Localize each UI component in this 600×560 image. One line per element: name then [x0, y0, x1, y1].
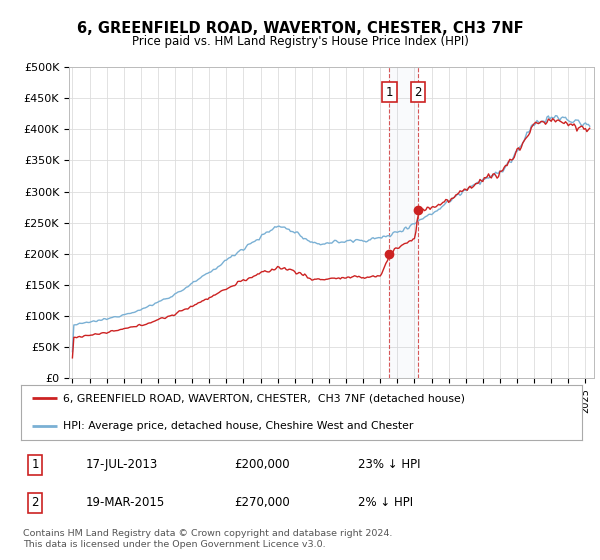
- Text: 17-JUL-2013: 17-JUL-2013: [86, 458, 158, 472]
- Text: 6, GREENFIELD ROAD, WAVERTON, CHESTER,  CH3 7NF (detached house): 6, GREENFIELD ROAD, WAVERTON, CHESTER, C…: [63, 394, 465, 403]
- Text: HPI: Average price, detached house, Cheshire West and Chester: HPI: Average price, detached house, Ches…: [63, 421, 413, 431]
- Bar: [389, 67, 418, 378]
- Text: £270,000: £270,000: [234, 496, 290, 510]
- Text: 1: 1: [386, 86, 393, 99]
- Text: 2: 2: [414, 86, 422, 99]
- Text: Price paid vs. HM Land Registry's House Price Index (HPI): Price paid vs. HM Land Registry's House …: [131, 35, 469, 48]
- Text: 23% ↓ HPI: 23% ↓ HPI: [358, 458, 420, 472]
- Text: 19-MAR-2015: 19-MAR-2015: [86, 496, 165, 510]
- Text: 2: 2: [31, 496, 39, 510]
- Text: £200,000: £200,000: [234, 458, 290, 472]
- Text: 2% ↓ HPI: 2% ↓ HPI: [358, 496, 413, 510]
- Text: Contains HM Land Registry data © Crown copyright and database right 2024.
This d: Contains HM Land Registry data © Crown c…: [23, 529, 392, 549]
- Text: 6, GREENFIELD ROAD, WAVERTON, CHESTER, CH3 7NF: 6, GREENFIELD ROAD, WAVERTON, CHESTER, C…: [77, 21, 523, 36]
- Text: 1: 1: [31, 458, 39, 472]
